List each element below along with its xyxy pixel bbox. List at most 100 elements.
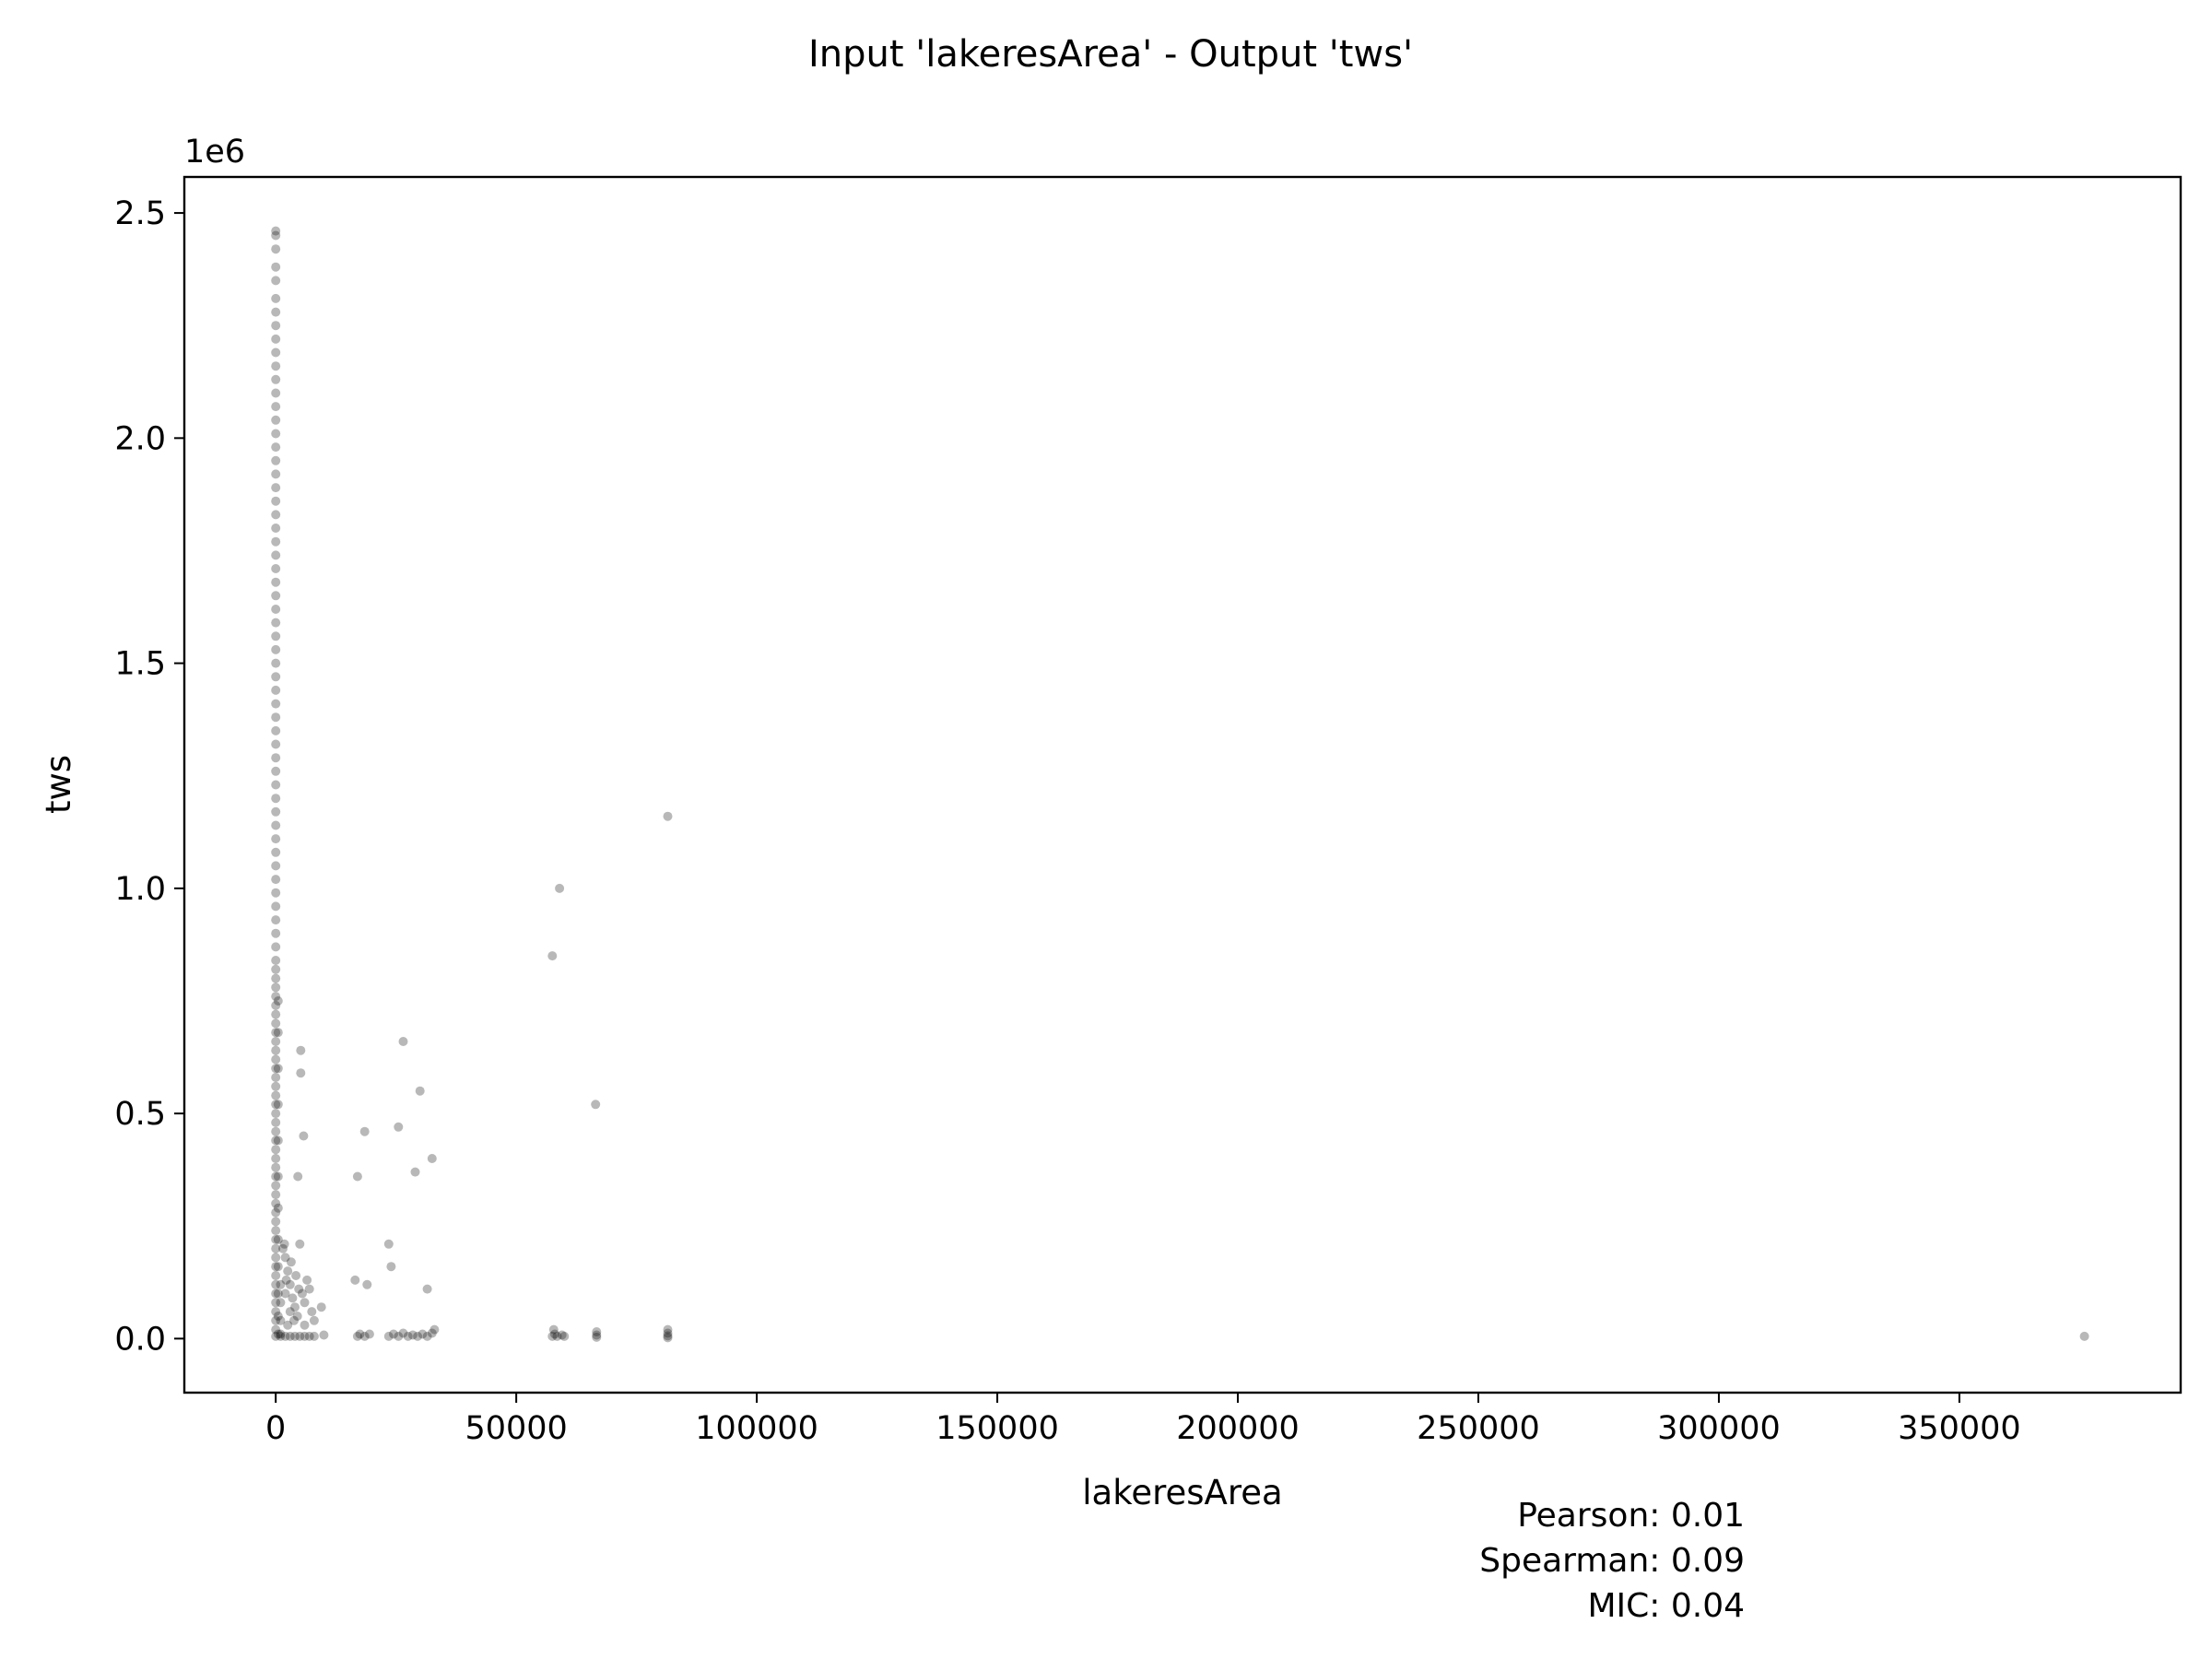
scatter-point: [271, 1054, 281, 1065]
stat-mic: MIC: 0.04: [1587, 1587, 1745, 1625]
scatter-point: [300, 1331, 310, 1341]
scatter-point: [413, 1331, 423, 1341]
scatter-point: [294, 1284, 304, 1294]
scatter-point: [394, 1122, 404, 1132]
scatter-point: [276, 1331, 286, 1341]
scatter-point: [271, 469, 281, 479]
scatter-point: [271, 1271, 281, 1280]
scatter-point: [276, 1315, 286, 1325]
scatter-point: [273, 996, 283, 1006]
scatter-point: [271, 321, 281, 331]
scatter-point: [271, 753, 281, 763]
scatter-point: [271, 1037, 281, 1046]
scatter-point: [273, 1262, 283, 1272]
scatter-point: [271, 510, 281, 520]
scatter-point: [271, 577, 281, 587]
y-tick-label: 1.0: [114, 871, 166, 908]
scatter-point: [271, 1145, 281, 1155]
scatter-point: [271, 564, 281, 573]
scatter-point: [271, 1135, 281, 1146]
scatter-point: [271, 1288, 281, 1299]
scatter-point: [271, 1217, 281, 1227]
scatter-point: [271, 1207, 281, 1218]
y-tick-label: 2.0: [114, 420, 166, 457]
scatter-point: [271, 658, 281, 668]
scatter-point: [273, 1064, 283, 1074]
scatter-point: [271, 605, 281, 614]
scatter-point: [383, 1239, 394, 1249]
scatter-point: [307, 1307, 317, 1317]
scatter-point: [364, 1329, 374, 1339]
scatter-point: [663, 1324, 673, 1335]
scatter-point: [271, 847, 281, 857]
x-tick-label: 300000: [1657, 1410, 1781, 1447]
scatter-point: [290, 1302, 300, 1312]
scatter-point: [663, 1331, 673, 1341]
y-offset-label: 1e6: [184, 134, 245, 171]
scatter-point: [407, 1330, 418, 1340]
x-tick-label: 350000: [1898, 1410, 2021, 1447]
scatter-point: [591, 1100, 601, 1110]
scatter-point: [319, 1330, 329, 1340]
scatter-point: [394, 1331, 404, 1341]
scatter-point: [271, 1198, 281, 1208]
scatter-point: [271, 591, 281, 601]
scatter-point: [271, 1154, 281, 1163]
scatter-point: [280, 1331, 290, 1341]
x-tick-label: 150000: [935, 1410, 1059, 1447]
scatter-point: [285, 1279, 295, 1289]
scatter-point: [271, 685, 281, 695]
scatter-point: [309, 1331, 319, 1341]
scatter-point: [547, 1331, 558, 1341]
scatter-point: [309, 1315, 319, 1325]
scatter-point: [271, 901, 281, 912]
scatter-point: [271, 1018, 281, 1029]
scatter-point: [271, 1171, 281, 1182]
scatter-point: [271, 1307, 281, 1317]
scatter-point: [557, 1330, 567, 1340]
scatter-point: [288, 1293, 298, 1303]
scatter-point: [271, 226, 281, 236]
scatter-point: [271, 442, 281, 453]
scatter-point: [271, 1081, 281, 1091]
scatter-point: [271, 276, 281, 286]
scatter-point: [293, 1171, 303, 1182]
scatter-point: [422, 1284, 432, 1294]
scatter-point: [292, 1312, 302, 1321]
scatter-point: [273, 1135, 283, 1146]
scatter-point: [300, 1298, 310, 1308]
scatter-point: [271, 964, 281, 974]
scatter-point: [427, 1154, 437, 1163]
x-tick-label: 50000: [465, 1410, 567, 1447]
scatter-point: [273, 1100, 283, 1110]
scatter-point: [271, 230, 281, 241]
scatter-point: [271, 1109, 281, 1119]
scatter-point: [271, 1243, 281, 1253]
scatter-point: [316, 1302, 326, 1312]
scatter-point: [271, 1126, 281, 1136]
scatter-point: [286, 1257, 296, 1267]
scatter-point: [555, 883, 565, 893]
scatter-point: [291, 1271, 301, 1280]
scatter-point: [271, 429, 281, 439]
scatter-point: [271, 536, 281, 547]
scatter-point: [283, 1266, 293, 1277]
scatter-point: [355, 1329, 365, 1339]
scatter-point: [271, 1117, 281, 1127]
x-axis-label: lakeresArea: [1082, 1473, 1282, 1512]
x-tick-label: 200000: [1176, 1410, 1300, 1447]
scatter-point: [271, 388, 281, 398]
scatter-point: [273, 1171, 283, 1182]
scatter-point: [271, 1162, 281, 1172]
x-tick-label: 0: [265, 1410, 286, 1447]
scatter-point: [273, 1203, 283, 1213]
scatter-point: [300, 1320, 310, 1330]
y-tick-label: 0.0: [114, 1321, 166, 1358]
scatter-point: [271, 861, 281, 871]
scatter-point: [403, 1331, 413, 1341]
scatter-point: [271, 1298, 281, 1308]
scatter-point: [271, 806, 281, 817]
y-tick-label: 0.5: [114, 1096, 166, 1133]
scatter-point: [548, 1324, 559, 1335]
scatter-point: [276, 1279, 286, 1289]
